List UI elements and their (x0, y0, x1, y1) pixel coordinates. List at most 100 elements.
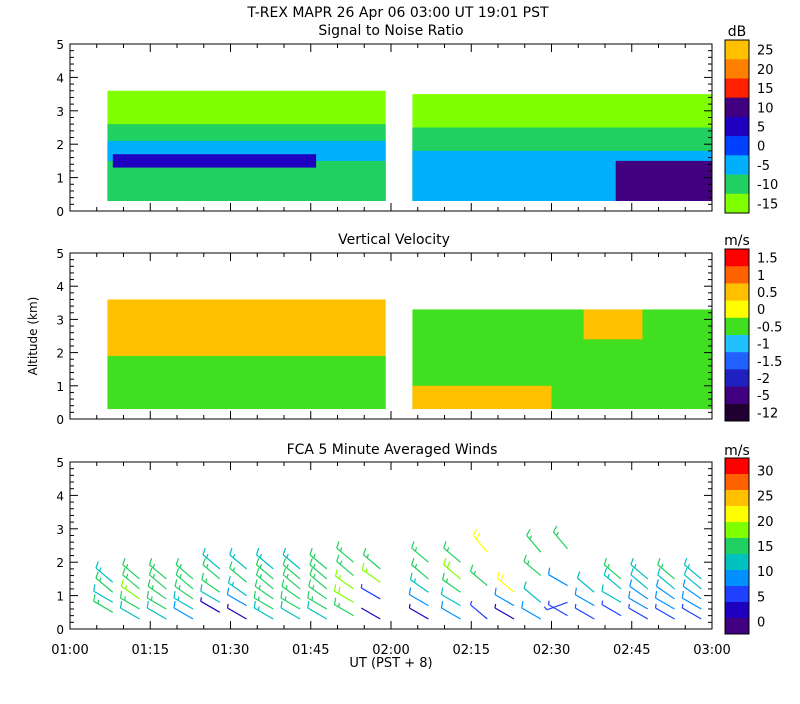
colorbar-frame (724, 39, 750, 214)
wind-barb (254, 585, 274, 600)
wind-barb-feather (654, 603, 657, 609)
colorbar-swatch (725, 335, 749, 353)
colorbar-label: 15 (757, 82, 774, 97)
wind-barb (441, 607, 461, 620)
wind-barb (472, 534, 488, 553)
y-tick-label: 1 (56, 380, 64, 394)
wind-barb (655, 597, 675, 610)
wind-barb-feather (494, 587, 497, 595)
wind-barb-feather (97, 599, 100, 604)
x-tick-label: 01:30 (212, 643, 249, 658)
wind-barb-feather (628, 603, 630, 609)
wind-barb-feather (333, 597, 337, 605)
wind-barb (280, 597, 301, 610)
wind-barb-feather (601, 584, 604, 592)
wind-barb-feather (523, 581, 527, 589)
colorbar-label: 5 (757, 121, 765, 136)
wind-barb (335, 575, 354, 590)
wind-barb-feather (313, 573, 316, 579)
wind-barb-feather (95, 561, 99, 569)
wind-barb (630, 564, 649, 580)
wind-barb-feather (547, 567, 551, 575)
wind-barb-feather (125, 563, 129, 569)
wind-barb-feather (445, 578, 449, 583)
wind-barb-feather (200, 597, 202, 602)
wind-barb (656, 585, 675, 600)
y-tick-label: 3 (56, 313, 64, 327)
wind-barb (174, 585, 194, 600)
wind-barb (360, 587, 381, 600)
wind-barb (202, 554, 221, 570)
wind-barb (146, 607, 167, 620)
colorbar-swatch (725, 249, 749, 267)
wind-barb-feather (179, 573, 182, 579)
colorbar-swatch (725, 116, 749, 137)
wind-panel-title: FCA 5 Minute Averaged Winds (287, 442, 498, 458)
wind-barb (494, 594, 515, 607)
wind-barb-feather (339, 547, 343, 552)
wind-barb-feather (334, 569, 338, 577)
wind-barb-feather (253, 590, 256, 599)
x-tick-label: 02:30 (533, 643, 570, 658)
wind-barb-feather (630, 567, 634, 575)
wind-barb (201, 579, 221, 593)
snr-panel-title: Signal to Noise Ratio (318, 23, 463, 39)
colorbar-label: -15 (757, 197, 778, 212)
wind-barb-feather (607, 573, 610, 579)
wind-barb-feather (255, 547, 260, 555)
wind-barb-feather (413, 578, 416, 583)
wind-barb-feather (177, 596, 180, 601)
vv-region (412, 385, 552, 410)
y-axis-label: Altitude (km) (26, 297, 40, 376)
wind-barb (526, 534, 542, 553)
wind-barb-feather (152, 563, 156, 569)
colorbar-label: -5 (757, 159, 770, 174)
wind-barb (95, 567, 114, 583)
wind-barb (229, 567, 247, 583)
wind-barb (409, 594, 429, 607)
wind-barb (122, 574, 140, 590)
wind-barb-feather (152, 573, 156, 579)
colorbar-label: 20 (757, 63, 774, 78)
wind-barb (441, 594, 461, 607)
wind-barb (681, 597, 702, 610)
wind-barb-feather (119, 590, 123, 599)
wind-barb-feather (95, 571, 99, 579)
wind-barb-feather (443, 557, 447, 565)
wind-barb-feather (657, 557, 661, 565)
wind-barb-feather (99, 577, 102, 582)
wind-barb-feather (229, 561, 233, 569)
y-tick-label: 0 (56, 413, 64, 427)
colorbar-swatch (725, 193, 749, 214)
wind-barb-feather (630, 557, 634, 565)
colorbar-label: 5 (757, 590, 765, 605)
wind-barb (684, 564, 702, 580)
wind-barb (307, 607, 328, 620)
wind-barb-feather (338, 586, 341, 594)
y-tick-label: 5 (56, 456, 64, 470)
colorbar-swatch (725, 586, 749, 603)
colorbar-label: 15 (757, 540, 774, 555)
wind-barb-feather (440, 600, 444, 609)
wind-barb-feather (628, 590, 631, 599)
wind-barb-feather (336, 541, 340, 549)
colorbar-label: -1 (757, 338, 770, 353)
wind-barb-feather (226, 587, 230, 595)
colorbar-swatch (725, 59, 749, 79)
x-tick-label: 02:45 (613, 643, 650, 658)
wind-barb (149, 574, 167, 590)
wind-colorbar-unit: m/s (724, 443, 750, 459)
colorbar-swatch (725, 266, 749, 284)
wind-barb-feather (409, 572, 413, 580)
wind-barb-feather (414, 563, 418, 569)
wind-barb-feather (576, 571, 581, 579)
wind-barb (120, 607, 140, 620)
colorbar-swatch (725, 458, 749, 475)
wind-barb-feather (655, 579, 659, 587)
wind-barb-feather (362, 547, 367, 555)
wind-barb-feather (414, 547, 418, 552)
colorbar-frame (724, 457, 750, 635)
wind-barb (628, 607, 649, 620)
wind-barb-feather (259, 553, 263, 559)
wind-barb-feather (179, 563, 182, 569)
